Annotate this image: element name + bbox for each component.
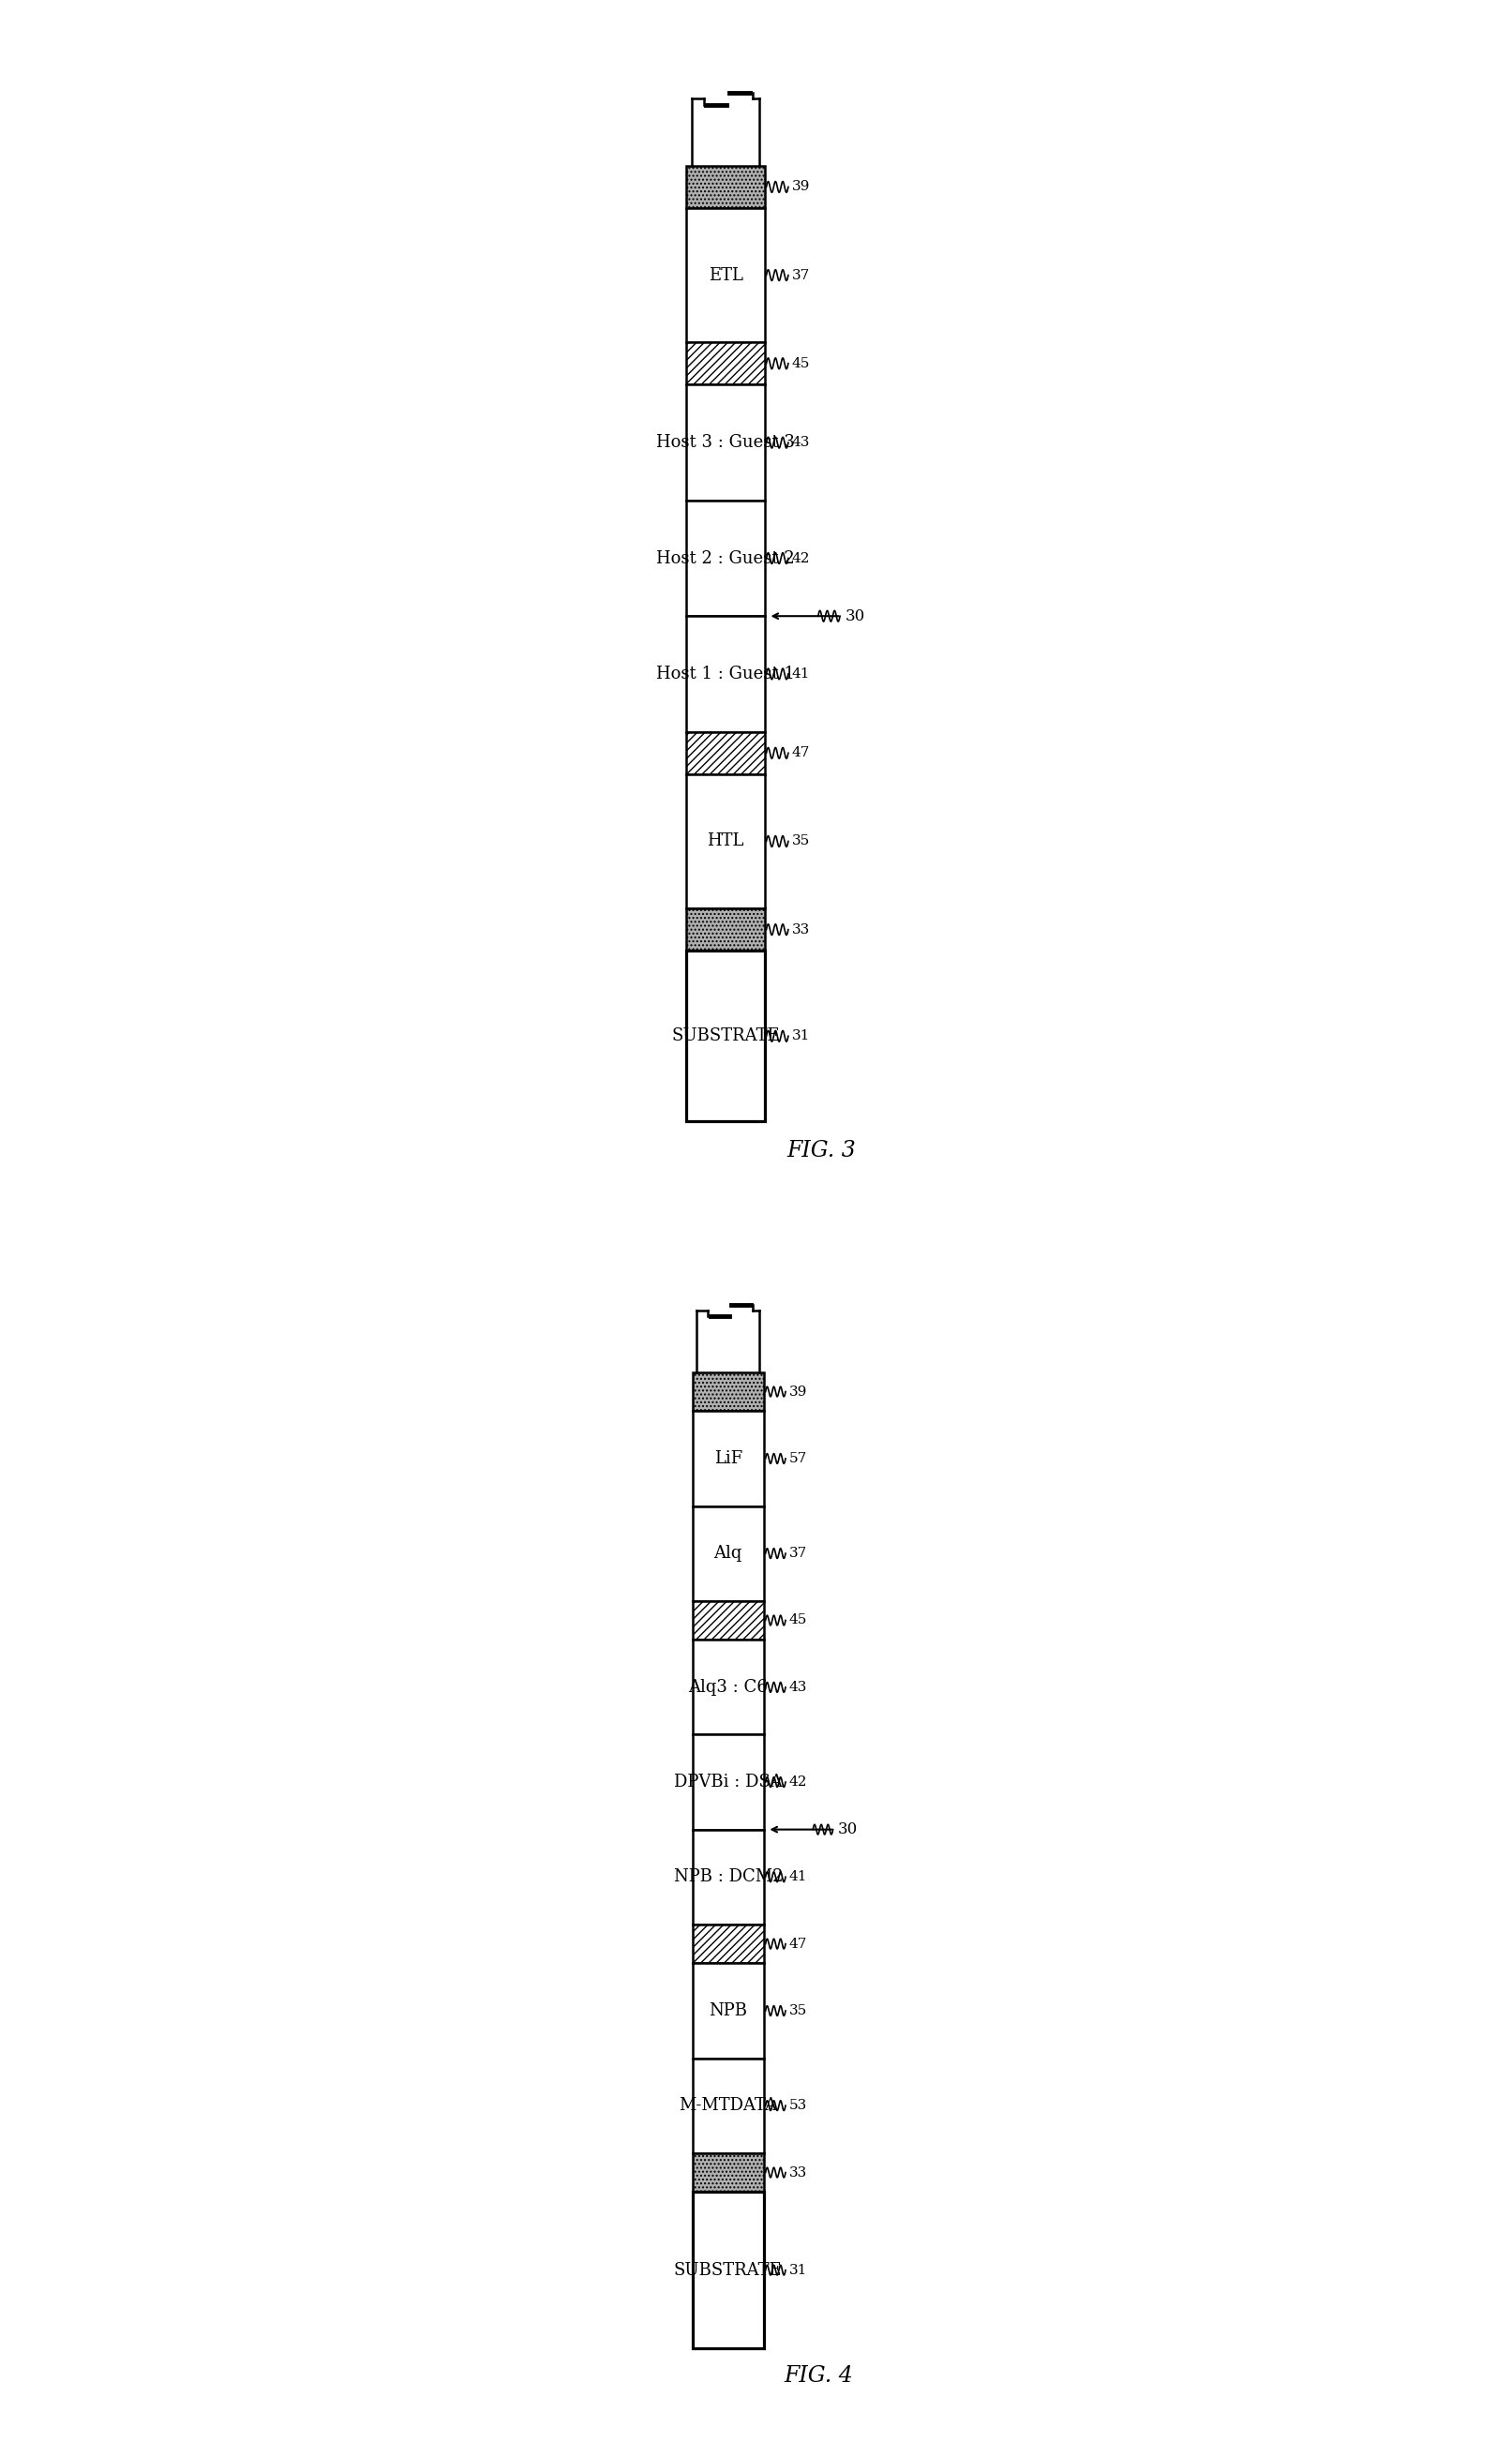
Text: 47: 47 [792,747,810,759]
Bar [686,951,765,1120]
Bar [686,342,765,386]
Text: SUBSTRATE: SUBSTRATE [674,2263,782,2278]
Text: Host 3 : Guest 3: Host 3 : Guest 3 [656,435,795,452]
Bar [686,501,765,617]
Text: 41: 41 [792,668,810,681]
Bar [692,2192,764,2349]
Text: 47: 47 [789,1936,807,1951]
Text: 42: 42 [792,553,810,565]
Bar [686,165,765,209]
Text: 53: 53 [789,2098,807,2113]
Text: 41: 41 [789,1870,807,1885]
Text: 37: 37 [789,1548,807,1560]
Text: 33: 33 [792,924,810,936]
Text: ETL: ETL [708,268,742,283]
Text: 39: 39 [792,179,810,194]
Text: Alq: Alq [714,1545,742,1563]
Text: HTL: HTL [708,833,744,850]
Text: 33: 33 [789,2167,807,2179]
Text: 45: 45 [789,1614,807,1627]
Bar [686,732,765,774]
Text: DPVBi : DSA: DPVBi : DSA [674,1774,782,1791]
Text: NPB : DCM2: NPB : DCM2 [673,1867,783,1885]
Bar [686,774,765,909]
Text: 30: 30 [845,609,865,624]
Bar [692,2152,764,2192]
Bar [692,1830,764,1924]
Text: 43: 43 [789,1681,807,1693]
Bar [692,2059,764,2152]
Text: SUBSTRATE: SUBSTRATE [671,1027,780,1044]
Text: FIG. 4: FIG. 4 [783,2366,853,2386]
Text: 37: 37 [792,268,810,283]
Text: 45: 45 [792,356,810,371]
Text: 31: 31 [789,2263,807,2278]
Bar [686,909,765,951]
Text: 35: 35 [792,835,810,848]
Text: Host 1 : Guest 1: Host 1 : Guest 1 [656,666,795,683]
Bar [692,1371,764,1410]
Text: 35: 35 [789,2005,807,2017]
Bar [692,1506,764,1602]
Text: LiF: LiF [714,1450,742,1467]
Text: 43: 43 [792,435,810,450]
Bar [692,1963,764,2059]
Bar [692,1410,764,1506]
Text: 31: 31 [792,1029,810,1042]
Text: FIG. 3: FIG. 3 [786,1140,856,1162]
Text: M-MTDATA: M-MTDATA [679,2098,777,2113]
Text: 30: 30 [838,1821,857,1838]
Text: 57: 57 [789,1452,807,1464]
Text: 42: 42 [789,1776,807,1789]
Bar [686,386,765,501]
Text: Alq3 : C6: Alq3 : C6 [688,1678,768,1695]
Bar [692,1735,764,1830]
Bar [686,617,765,732]
Bar [692,1924,764,1963]
Text: Host 2 : Guest 2: Host 2 : Guest 2 [656,550,795,568]
Text: NPB: NPB [709,2002,747,2020]
Bar [686,209,765,342]
Text: 39: 39 [789,1386,807,1398]
Bar [692,1639,764,1735]
Bar [692,1602,764,1639]
